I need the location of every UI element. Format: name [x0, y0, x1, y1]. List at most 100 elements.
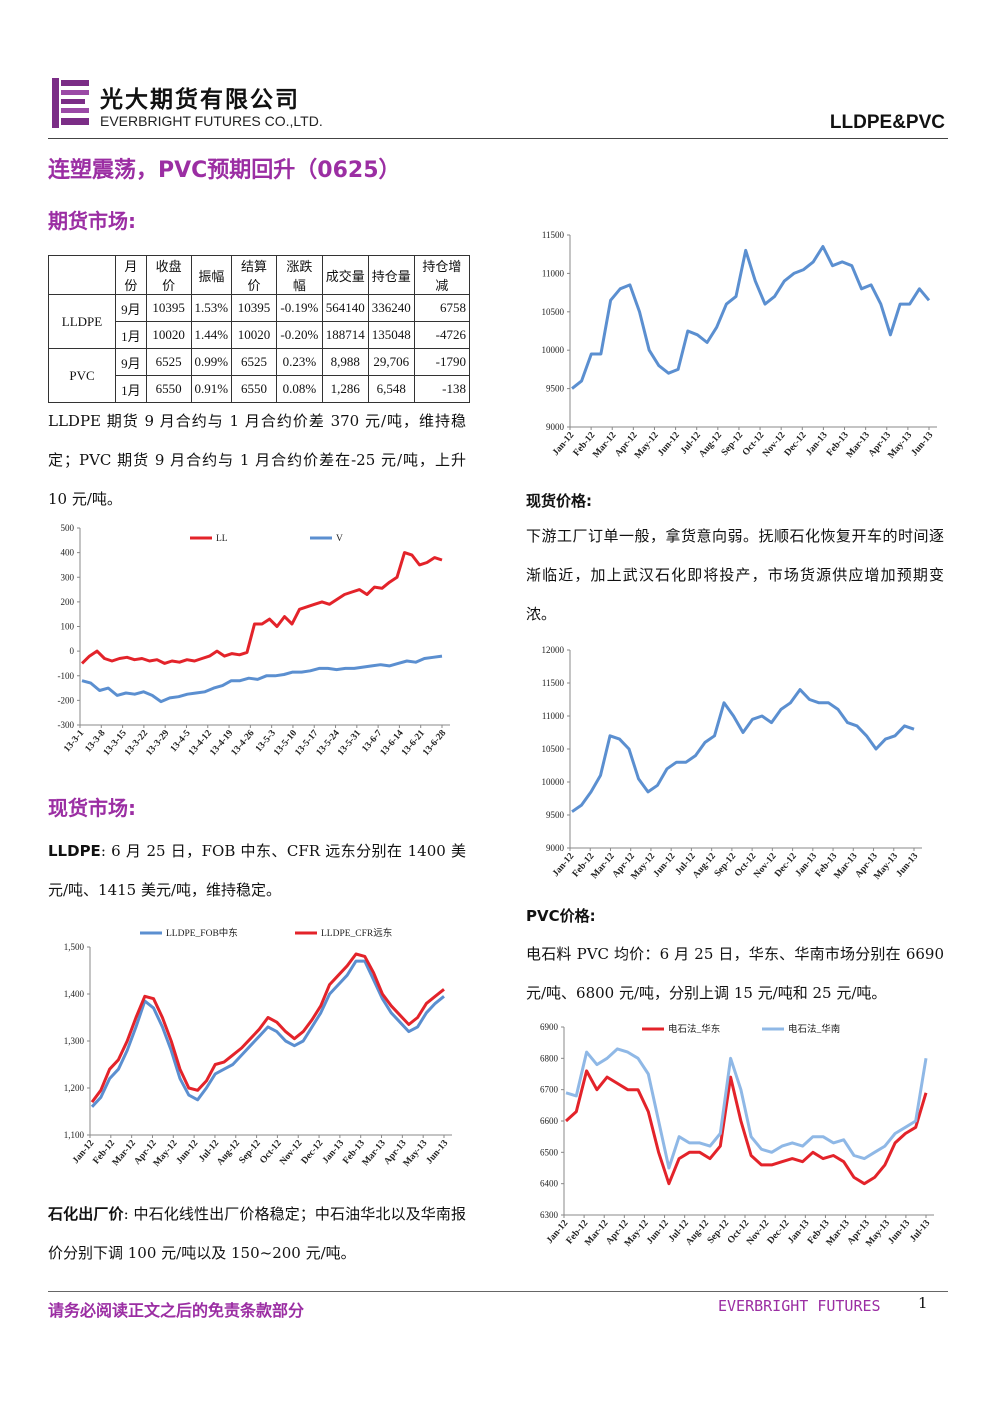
y-tick-label: 9000: [546, 422, 565, 432]
x-tick-label: Mar-12: [591, 430, 618, 460]
legend-label: V: [336, 534, 343, 544]
x-tick-label: Jun-13: [887, 1218, 913, 1246]
x-tick-label: Aug-12: [691, 851, 718, 880]
futures-table: 月份 收盘价 振幅 结算价 涨跌幅 成交量 持仓量 持仓增减 LLDPE 9月 …: [48, 255, 471, 403]
table-cell: 10395: [231, 294, 277, 322]
y-tick-label: 1,400: [64, 989, 85, 999]
table-cell: 188714: [321, 321, 369, 349]
lldpe-text: : 6 月 25 日，FOB 中东、CFR 远东分别在 1400 美元/吨、14…: [48, 842, 466, 899]
y-tick-label: 400: [61, 548, 75, 558]
table-header-row: 月份 收盘价 振幅 结算价 涨跌幅 成交量 持仓量 持仓增减: [48, 255, 471, 295]
company-logo-icon: [52, 78, 89, 128]
x-tick-label: Mar-13: [361, 1138, 388, 1168]
x-tick-label: 13-3-1: [62, 728, 86, 754]
y-tick-label: 12000: [542, 645, 565, 655]
y-tick-label: 6300: [540, 1210, 559, 1220]
series-line: [571, 688, 915, 813]
table-row: 1月 10020 1.44% 10020 -0.20% 188714 13504…: [49, 321, 471, 349]
x-tick-label: Jul-13: [908, 1218, 932, 1244]
table-row: LLDPE 9月 10395 1.53% 10395 -0.19% 564140…: [48, 294, 471, 349]
table-row: 1月 6550 0.91% 6550 0.08% 1,286 6,548 -13…: [49, 375, 471, 403]
lldpe-paragraph: LLDPE: 6 月 25 日，FOB 中东、CFR 远东分别在 1400 美元…: [48, 832, 466, 910]
petro-text: : 中石化线性出厂价格稳定；中石油华北以及华南报价分别下调 100 元/吨以及 …: [48, 1205, 466, 1262]
report-tag: LLDPE&PVC: [829, 112, 945, 133]
x-tick-label: Aug-12: [684, 1218, 711, 1247]
y-tick-label: 9000: [546, 843, 565, 853]
x-tick-label: Dec-12: [300, 1138, 326, 1166]
y-tick-label: 100: [61, 622, 75, 632]
x-tick-label: Jun-12: [645, 1218, 671, 1246]
table-cell: 6525: [231, 348, 277, 376]
x-tick-label: Sep-12: [720, 430, 745, 458]
series-line: [565, 1047, 928, 1170]
x-tick-label: Mar-12: [111, 1138, 138, 1168]
x-tick-label: Dec-12: [773, 851, 799, 879]
x-tick-label: May-12: [633, 430, 661, 460]
x-tick-label: Jun-12: [175, 1138, 201, 1166]
x-tick-label: 13-6-28: [421, 728, 448, 758]
y-tick-label: -100: [58, 671, 75, 681]
legend-label: LL: [216, 534, 228, 544]
x-tick-label: Aug-12: [215, 1138, 242, 1167]
table-cell: 0.23%: [275, 348, 323, 376]
y-tick-label: 10000: [542, 777, 565, 787]
legend-label: 电石法_华东: [668, 1023, 720, 1035]
header-divider: [48, 138, 948, 139]
x-tick-label: Nov-12: [745, 1218, 771, 1247]
x-tick-label: Jun-13: [910, 430, 936, 458]
table-cell: 1.53%: [190, 294, 233, 322]
product-cell: PVC: [48, 348, 116, 403]
x-tick-label: Aug-12: [697, 430, 724, 459]
table-header-cell: 涨跌幅: [275, 255, 323, 295]
table-header-cell: 振幅: [190, 255, 233, 295]
x-tick-label: Jun-12: [656, 430, 682, 458]
table-cell: 10020: [231, 321, 277, 349]
x-tick-label: 13-3-29: [144, 728, 171, 758]
y-tick-label: 6500: [540, 1147, 559, 1157]
x-tick-label: Mar-13: [845, 430, 872, 460]
table-header-cell: 成交量: [321, 255, 369, 295]
table-header-cell: 持仓量: [367, 255, 415, 295]
table-cell: -1790: [413, 348, 471, 376]
x-tick-label: Nov-12: [278, 1138, 304, 1167]
y-tick-label: 6900: [540, 1022, 559, 1032]
footer-divider: [48, 1291, 948, 1292]
table-cell: 1,286: [321, 375, 369, 403]
table-cell: 9月: [115, 294, 147, 322]
petro-paragraph: 石化出厂价: 中石化线性出厂价格稳定；中石油华北以及华南报价分别下调 100 元…: [48, 1195, 466, 1273]
table-header-cell: 收盘价: [145, 255, 192, 295]
product-cell: LLDPE: [48, 294, 116, 349]
table-cell: 6550: [231, 375, 277, 403]
legend-label: 电石法_华南: [788, 1023, 840, 1035]
table-cell: 1月: [115, 375, 147, 403]
table-row: PVC 9月 6525 0.99% 6525 0.23% 8,988 29,70…: [48, 348, 471, 403]
table-header-cell: 月份: [115, 255, 147, 295]
page-number: 1: [918, 1294, 928, 1312]
table-cell: 336240: [367, 294, 415, 322]
table-header-cell: 持仓增减: [413, 255, 471, 295]
company-name-en: EVERBRIGHT FUTURES CO.,LTD.: [100, 113, 323, 129]
table-cell: 6,548: [367, 375, 415, 403]
x-tick-label: Sep-12: [238, 1138, 263, 1166]
y-tick-label: -300: [58, 720, 75, 730]
disclaimer-link[interactable]: 请务必阅读正文之后的免责条款部分: [48, 1301, 305, 1320]
spread-chart: -300-200-100010020030040050013-3-113-3-8…: [58, 523, 450, 758]
table-cell: 9月: [115, 348, 147, 376]
y-tick-label: 300: [61, 572, 75, 582]
table-cell: 0.99%: [190, 348, 233, 376]
x-tick-label: 13-4-26: [230, 728, 257, 758]
x-tick-label: Nov-12: [752, 851, 778, 880]
y-tick-label: -200: [58, 695, 75, 705]
lldpe-spot-chart: 900095001000010500110001150012000Jan-12F…: [542, 645, 922, 882]
x-tick-label: Dec-12: [783, 430, 809, 458]
table-cell: -0.20%: [275, 321, 323, 349]
footer-brand: EVERBRIGHT FUTURES: [718, 1297, 881, 1315]
y-tick-label: 6700: [540, 1085, 559, 1095]
petro-label: 石化出厂价: [48, 1205, 124, 1223]
y-tick-label: 6600: [540, 1116, 559, 1126]
y-tick-label: 6400: [540, 1179, 559, 1189]
table-cell: 1月: [115, 321, 147, 349]
x-tick-label: Dec-12: [766, 1218, 792, 1246]
table-cell: -4726: [413, 321, 471, 349]
x-tick-label: Jun-13: [425, 1138, 451, 1166]
